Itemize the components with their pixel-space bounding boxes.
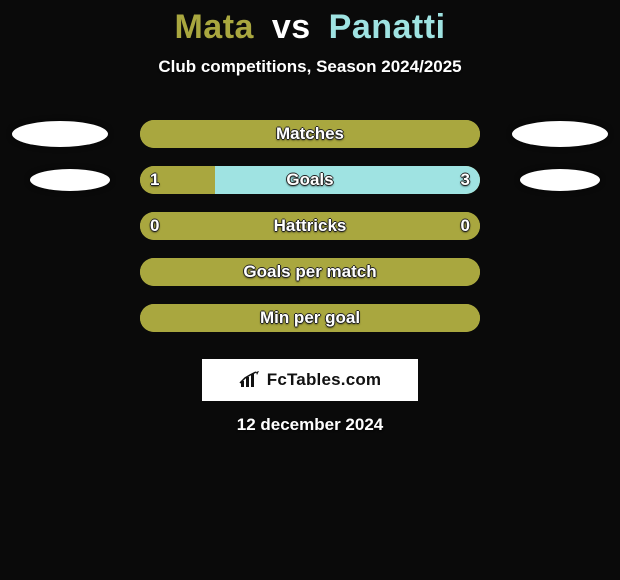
bar-fill-player1 — [140, 120, 480, 148]
bar-fill-player1 — [140, 258, 480, 286]
comparison-title: Mata vs Panatti — [0, 8, 620, 47]
stat-value-player1: 0 — [150, 216, 159, 236]
bar-track: Matches — [140, 120, 480, 148]
logo-text: FcTables.com — [267, 370, 382, 390]
player2-silhouette — [520, 169, 600, 191]
stat-row-mpg: Min per goal — [0, 295, 620, 341]
bar-fill-player1 — [140, 304, 480, 332]
bar-fill-player2 — [215, 166, 480, 194]
stat-row-matches: Matches — [0, 111, 620, 157]
bar-fill-player1 — [140, 212, 480, 240]
player1-name: Mata — [174, 8, 253, 46]
subtitle: Club competitions, Season 2024/2025 — [0, 57, 620, 77]
stat-row-gpm: Goals per match — [0, 249, 620, 295]
chart-icon — [239, 371, 261, 389]
bar-track: 0 0 Hattricks — [140, 212, 480, 240]
stat-row-hattricks: 0 0 Hattricks — [0, 203, 620, 249]
date-text: 12 december 2024 — [0, 415, 620, 435]
vs-text: vs — [272, 8, 311, 46]
stat-value-player2: 3 — [461, 170, 470, 190]
stat-value-player1: 1 — [150, 170, 159, 190]
player1-silhouette — [30, 169, 110, 191]
bar-track: Min per goal — [140, 304, 480, 332]
bar-track: Goals per match — [140, 258, 480, 286]
bar-track: 1 3 Goals — [140, 166, 480, 194]
player2-name: Panatti — [329, 8, 446, 46]
player2-silhouette — [512, 121, 608, 147]
player1-silhouette — [12, 121, 108, 147]
site-logo: FcTables.com — [202, 359, 418, 401]
stat-row-goals: 1 3 Goals — [0, 157, 620, 203]
stat-value-player2: 0 — [461, 216, 470, 236]
